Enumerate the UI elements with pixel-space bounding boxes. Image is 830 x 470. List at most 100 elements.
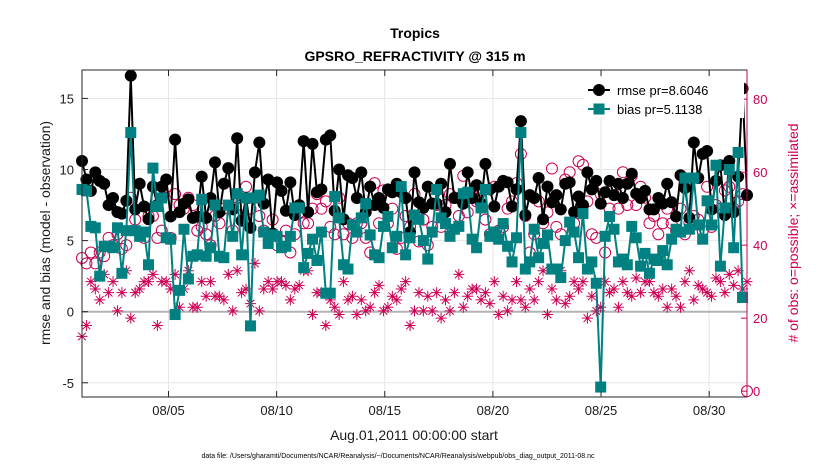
obs-assimilated-point xyxy=(697,283,709,295)
bias-point xyxy=(111,222,123,234)
bias-point xyxy=(191,249,203,261)
obs-assimilated-point xyxy=(342,294,354,306)
obs-assimilated-point xyxy=(333,309,345,321)
bias-point xyxy=(528,223,540,235)
rmse-point xyxy=(457,197,470,210)
obs-assimilated-point xyxy=(502,305,514,317)
rmse-point xyxy=(723,154,736,167)
bias-point xyxy=(351,226,363,238)
bias-point xyxy=(559,235,571,247)
obs-assimilated-point xyxy=(546,283,558,295)
bias-point xyxy=(426,226,438,238)
bias-point xyxy=(599,230,611,242)
rmse-point xyxy=(142,213,155,226)
bias-point xyxy=(120,225,132,237)
legend-box xyxy=(584,78,744,118)
obs-assimilated-point xyxy=(519,301,531,313)
rmse-point xyxy=(169,133,182,146)
obs-assimilated-point xyxy=(479,287,491,299)
legend-bias-label: bias pr=5.1138 xyxy=(617,102,702,117)
obs-assimilated-point xyxy=(732,265,744,277)
rmse-point xyxy=(324,129,337,142)
obs-assimilated-point xyxy=(617,276,629,288)
obs-assimilated-point xyxy=(355,294,367,306)
bias-point xyxy=(293,202,305,214)
bias-point xyxy=(652,255,664,267)
bias-point xyxy=(311,255,323,267)
obs-assimilated-point xyxy=(364,301,376,313)
obs-assimilated-point xyxy=(652,290,664,302)
bias-point xyxy=(595,381,607,393)
obs-assimilated-point xyxy=(692,279,704,291)
rmse-point xyxy=(670,210,683,223)
y-axis-right: 0 20 40 60 80 xyxy=(741,70,767,399)
bias-point xyxy=(417,235,429,247)
chart-title: Tropics xyxy=(390,25,440,41)
obs-assimilated-point xyxy=(196,276,208,288)
obs-assimilated-point xyxy=(706,290,718,302)
obs-assimilated-point xyxy=(218,294,230,306)
rmse-point xyxy=(541,180,554,193)
rmse-point xyxy=(550,189,563,202)
obs-assimilated-point xyxy=(329,301,341,313)
obs-possible-point xyxy=(297,217,310,230)
obs-assimilated-point xyxy=(630,272,642,284)
bias-point xyxy=(200,250,212,262)
obs-assimilated-point xyxy=(568,276,580,288)
bias-point xyxy=(462,186,474,198)
obs-assimilated-point xyxy=(129,287,141,299)
bias-point xyxy=(342,263,354,275)
rmse-point xyxy=(576,199,589,212)
obs-assimilated-point xyxy=(590,305,602,317)
obs-assimilated-point xyxy=(599,276,611,288)
obs-assimilated-point xyxy=(604,287,616,299)
obs-possible-point xyxy=(612,202,625,215)
bias-point xyxy=(89,222,101,234)
bias-point xyxy=(577,208,589,220)
obs-assimilated-point xyxy=(222,268,234,280)
obs-assimilated-point xyxy=(404,319,416,331)
bias-point xyxy=(550,263,562,275)
bias-point xyxy=(515,127,527,139)
obs-assimilated-point xyxy=(80,319,92,331)
rmse-point xyxy=(333,163,346,176)
y-axis-label: rmse and bias (model - observation) xyxy=(37,121,53,345)
obs-assimilated-point xyxy=(267,283,279,295)
bias-point xyxy=(231,188,243,200)
obs-assimilated-point xyxy=(111,305,123,317)
bias-point xyxy=(182,273,194,285)
obs-assimilated-point xyxy=(147,268,159,280)
obs-assimilated-point xyxy=(448,287,460,299)
rmse-point xyxy=(164,210,177,223)
bias-point xyxy=(80,185,92,197)
rmse-point xyxy=(665,196,678,209)
x-tick-label: 08/30 xyxy=(693,403,726,418)
rmse-point xyxy=(120,194,133,207)
obs-assimilated-point xyxy=(497,290,509,302)
obs-assimilated-point xyxy=(577,276,589,288)
rmse-point xyxy=(568,206,581,219)
obs-assimilated-point xyxy=(386,290,398,302)
obs-assimilated-point xyxy=(710,272,722,284)
obs-assimilated-point xyxy=(94,294,106,306)
obs-assimilated-point xyxy=(200,290,212,302)
bias-point xyxy=(271,230,283,242)
obs-assimilated-point xyxy=(515,294,527,306)
legend-rmse-marker xyxy=(593,84,605,96)
bias-point xyxy=(621,259,633,271)
obs-possible-point xyxy=(169,188,182,201)
obs-possible-point xyxy=(656,217,669,230)
rmse-point xyxy=(138,200,151,213)
rmse-point xyxy=(160,173,173,186)
obs-assimilated-point xyxy=(675,301,686,313)
obs-assimilated-point xyxy=(125,312,137,324)
rmse-point xyxy=(687,136,700,149)
bias-point xyxy=(728,242,740,254)
bias-point xyxy=(701,195,713,207)
obs-assimilated-point xyxy=(528,294,540,306)
obs-assimilated-point xyxy=(289,283,301,295)
obs-possible-point xyxy=(545,162,558,175)
bias-point xyxy=(630,232,642,244)
rmse-point xyxy=(315,183,328,196)
